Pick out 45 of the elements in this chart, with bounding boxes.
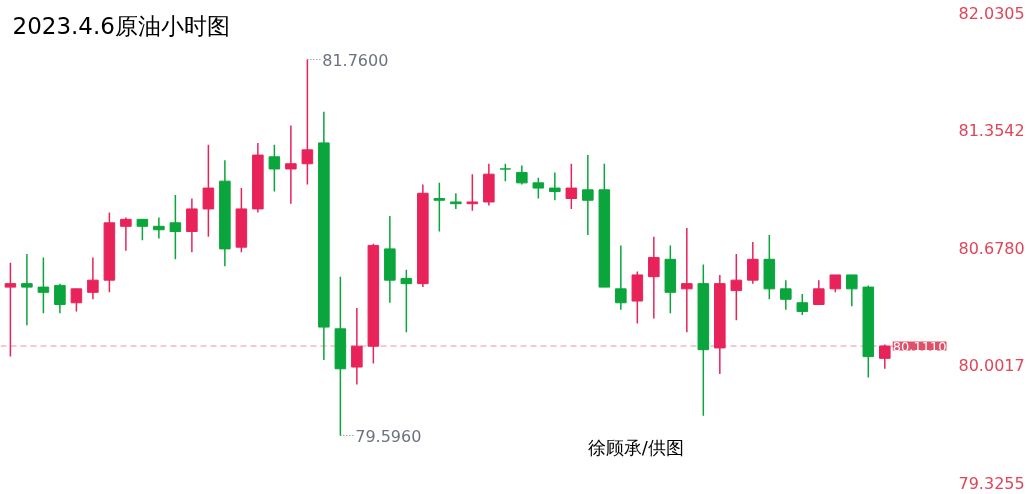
candlestick xyxy=(516,164,528,186)
candlestick xyxy=(549,171,561,201)
candlestick xyxy=(532,176,545,200)
candlestick xyxy=(466,173,479,212)
candlestick xyxy=(582,154,594,236)
candlestick xyxy=(565,163,578,210)
candlestick xyxy=(780,279,792,311)
candlestick xyxy=(796,293,809,316)
y-tick-label: 79.3255 xyxy=(958,473,1025,493)
candlestick xyxy=(37,256,50,314)
candlestick xyxy=(136,218,149,241)
candlestick xyxy=(186,197,198,254)
candlestick xyxy=(70,288,83,313)
candlestick xyxy=(450,192,462,210)
candlestick xyxy=(879,343,891,370)
candlestick xyxy=(301,58,314,186)
candlestick xyxy=(202,143,215,238)
candlestick xyxy=(87,256,99,301)
candlestick xyxy=(615,244,627,311)
candlestick xyxy=(153,216,165,240)
candlestick xyxy=(681,227,693,334)
chart-title: 2023.4.6原油小时图 xyxy=(12,12,230,39)
candlestick xyxy=(54,282,66,314)
candlestick xyxy=(730,253,743,321)
candlestick xyxy=(400,268,413,334)
candlestick xyxy=(4,262,17,358)
candlestick xyxy=(268,143,281,193)
annotation: 81.7600 xyxy=(322,50,389,70)
annotation: 79.5960 xyxy=(355,426,422,446)
candlestick xyxy=(351,307,363,386)
annotation: 徐顾承/供图 xyxy=(587,436,684,458)
candlestick xyxy=(813,279,825,306)
candlestick xyxy=(169,194,182,261)
ref-line-label: 80.1110 xyxy=(892,338,947,354)
candlestick xyxy=(846,274,858,307)
candlestick xyxy=(120,216,132,252)
candlestick xyxy=(747,241,759,285)
y-tick-label: 80.0017 xyxy=(958,356,1025,376)
candlestick xyxy=(285,124,297,205)
candlestick xyxy=(433,182,446,233)
y-tick-label: 80.6780 xyxy=(958,238,1025,258)
candlestick xyxy=(21,253,33,327)
y-tick-label: 81.3542 xyxy=(958,121,1025,141)
candlestick xyxy=(648,235,660,320)
y-tick-label: 82.0305 xyxy=(958,3,1025,23)
